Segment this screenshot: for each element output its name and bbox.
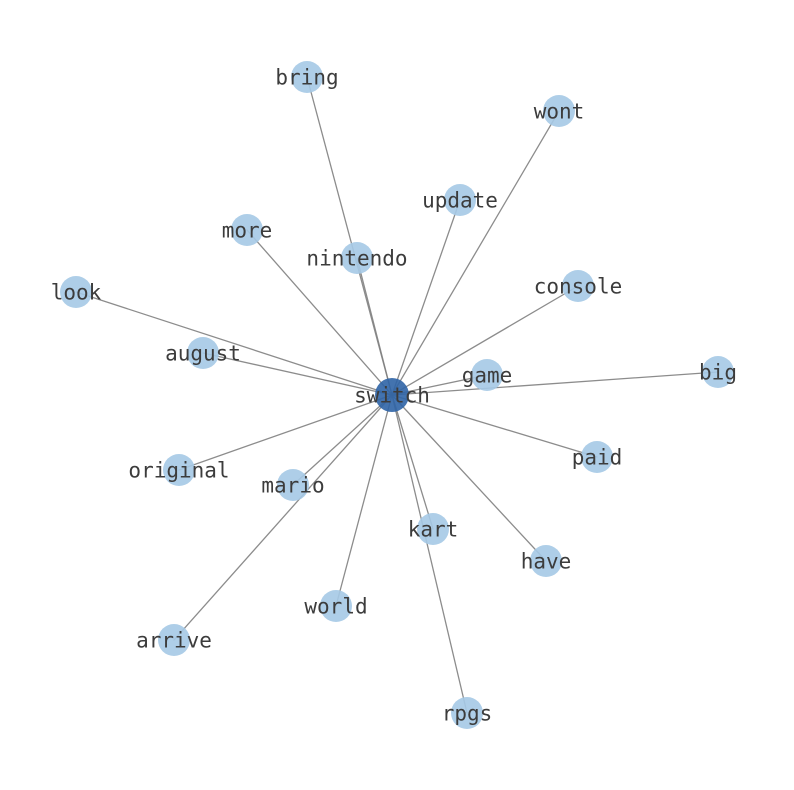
nodes-layer — [60, 61, 734, 729]
node-label-have: have — [521, 549, 572, 573]
node-label-game: game — [462, 363, 513, 387]
node-world — [320, 590, 352, 622]
node-label-august: august — [165, 341, 241, 365]
node-kart — [417, 513, 449, 545]
node-label-look: look — [51, 280, 102, 304]
node-big — [702, 356, 734, 388]
node-paid — [581, 441, 613, 473]
node-label-original: original — [128, 458, 229, 482]
node-nintendo — [341, 242, 373, 274]
node-rpgs — [451, 697, 483, 729]
node-more — [231, 214, 263, 246]
node-update — [444, 184, 476, 216]
node-mario — [277, 469, 309, 501]
edge-switch-wont — [391, 110, 560, 396]
node-label-rpgs: rpgs — [442, 701, 493, 725]
node-have — [530, 545, 562, 577]
node-label-switch: switch — [354, 383, 430, 407]
labels-layer: switch bring wont update more nintendo console… — [51, 65, 737, 725]
edge-switch-arrive — [173, 394, 393, 641]
node-label-arrive: arrive — [136, 628, 212, 652]
node-label-bring: bring — [275, 65, 338, 89]
node-console — [562, 270, 594, 302]
node-look — [60, 276, 92, 308]
edge-switch-update — [391, 199, 461, 396]
edge-switch-have — [391, 394, 547, 562]
node-label-wont: wont — [534, 99, 585, 123]
edge-switch-more — [246, 229, 393, 396]
node-switch — [375, 378, 409, 412]
node-august — [187, 337, 219, 369]
node-bring — [291, 61, 323, 93]
node-game — [471, 359, 503, 391]
node-label-update: update — [422, 188, 498, 212]
node-label-console: console — [534, 274, 623, 298]
node-label-nintendo: nintendo — [306, 246, 407, 270]
edge-switch-kart — [391, 394, 434, 530]
node-label-paid: paid — [572, 445, 623, 469]
edge-switch-world — [335, 394, 393, 607]
edge-switch-paid — [391, 394, 598, 458]
edge-switch-original — [178, 394, 393, 471]
node-label-more: more — [222, 218, 273, 242]
edges-layer — [75, 76, 719, 714]
node-label-big: big — [699, 360, 737, 384]
node-label-mario: mario — [261, 473, 324, 497]
node-label-kart: kart — [408, 517, 459, 541]
edge-switch-big — [391, 371, 719, 396]
edge-switch-mario — [292, 394, 393, 486]
edge-switch-nintendo — [356, 257, 393, 396]
node-original — [163, 454, 195, 486]
node-label-world: world — [304, 594, 367, 618]
edge-switch-august — [202, 352, 393, 396]
node-arrive — [158, 624, 190, 656]
edge-switch-console — [391, 285, 579, 396]
edge-switch-look — [75, 291, 393, 396]
edge-switch-rpgs — [391, 394, 468, 714]
node-wont — [543, 95, 575, 127]
